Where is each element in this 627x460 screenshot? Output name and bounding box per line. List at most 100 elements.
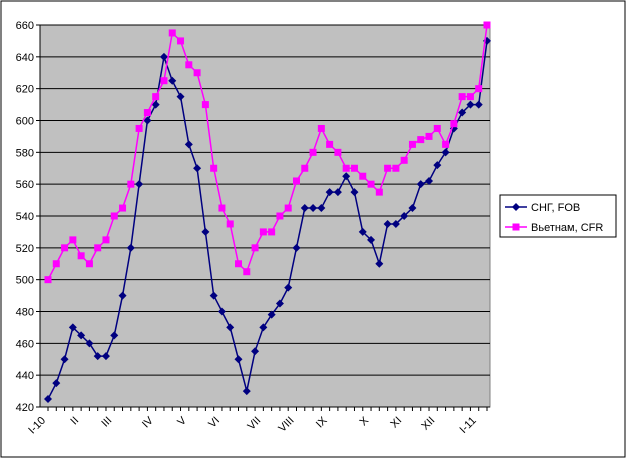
marker: [185, 61, 193, 69]
marker: [433, 124, 441, 132]
marker: [101, 352, 110, 361]
marker: [441, 148, 450, 157]
marker: [333, 188, 342, 197]
marker: [135, 124, 143, 132]
marker: [151, 100, 160, 109]
marker: [143, 116, 152, 125]
marker: [317, 204, 326, 213]
marker: [60, 355, 69, 364]
marker: [417, 136, 425, 144]
marker: [85, 260, 93, 268]
marker: [94, 244, 102, 252]
marker: [458, 108, 467, 117]
marker: [384, 164, 392, 172]
marker: [52, 260, 60, 268]
marker: [442, 140, 450, 148]
series-line: [47, 40, 488, 400]
marker: [342, 164, 350, 172]
marker: [259, 323, 268, 332]
marker: [326, 140, 334, 148]
marker: [119, 204, 127, 212]
y-tick-label: 480: [16, 307, 34, 319]
marker: [251, 244, 259, 252]
marker: [275, 299, 284, 308]
marker: [159, 52, 168, 61]
y-tick-label: 600: [16, 116, 34, 128]
marker: [251, 347, 260, 356]
marker: [292, 243, 301, 252]
marker: [350, 188, 359, 197]
marker: [193, 164, 202, 173]
marker: [210, 164, 218, 172]
marker: [408, 204, 417, 213]
marker: [300, 204, 309, 213]
marker: [242, 387, 251, 396]
marker: [425, 176, 434, 185]
marker: [209, 291, 218, 300]
marker: [408, 140, 416, 148]
marker: [44, 276, 52, 284]
marker: [350, 164, 358, 172]
marker: [450, 120, 458, 128]
marker: [474, 100, 483, 109]
marker: [243, 268, 251, 276]
y-tick-label: 580: [16, 147, 34, 159]
y-tick-label: 640: [16, 52, 34, 64]
marker: [268, 228, 276, 236]
marker: [375, 259, 384, 268]
y-tick-label: 660: [16, 20, 34, 32]
legend-marker: [512, 223, 520, 231]
marker: [276, 212, 284, 220]
marker: [69, 236, 77, 244]
marker: [226, 220, 234, 228]
marker: [325, 188, 334, 197]
marker: [234, 355, 243, 364]
marker: [334, 148, 342, 156]
marker: [359, 172, 367, 180]
marker: [217, 307, 226, 316]
marker: [201, 101, 209, 109]
marker: [85, 339, 94, 348]
y-tick-label: 420: [16, 402, 34, 414]
marker: [126, 243, 135, 252]
marker: [416, 180, 425, 189]
marker: [52, 379, 61, 388]
y-tick-label: 520: [16, 243, 34, 255]
marker: [201, 227, 210, 236]
marker: [77, 252, 85, 260]
marker: [400, 156, 408, 164]
marker: [425, 132, 433, 140]
y-tick-label: 540: [16, 211, 34, 223]
marker: [118, 291, 127, 300]
marker: [93, 352, 102, 361]
marker: [102, 236, 110, 244]
marker: [152, 93, 160, 101]
marker: [358, 227, 367, 236]
marker: [284, 204, 292, 212]
legend: СНГ, FOB Вьетнам, CFR: [499, 194, 617, 238]
marker: [143, 109, 151, 117]
marker: [367, 180, 375, 188]
marker: [259, 228, 267, 236]
marker: [218, 204, 226, 212]
marker: [367, 235, 376, 244]
marker: [267, 310, 276, 319]
marker: [68, 323, 77, 332]
marker: [110, 212, 118, 220]
marker: [392, 164, 400, 172]
marker: [176, 92, 185, 101]
marker: [77, 331, 86, 340]
marker: [168, 29, 176, 37]
marker: [466, 100, 475, 109]
marker: [284, 283, 293, 292]
y-tick-label: 440: [16, 370, 34, 382]
marker: [292, 177, 300, 185]
marker: [177, 37, 185, 45]
marker: [44, 395, 52, 404]
y-tick-label: 500: [16, 275, 34, 287]
marker: [127, 180, 135, 188]
marker: [342, 172, 351, 181]
marker: [226, 323, 235, 332]
legend-label: Вьетнам, CFR: [531, 222, 603, 234]
